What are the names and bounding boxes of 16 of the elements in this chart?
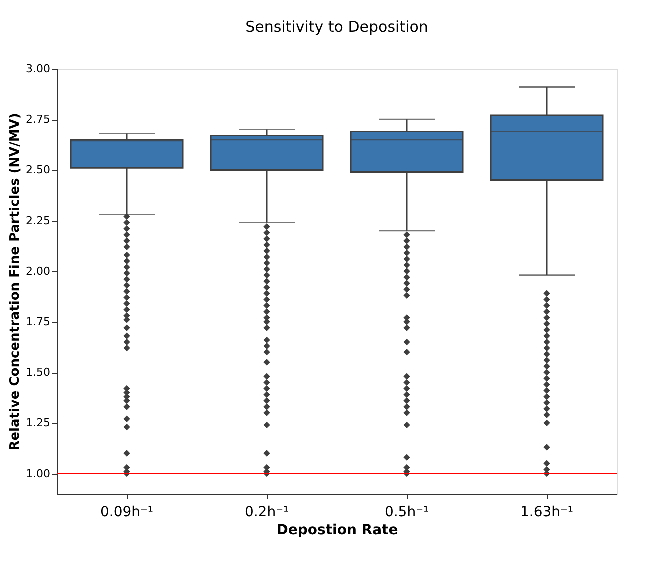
y-tick-label: 2.25 <box>26 214 50 228</box>
x-tick-label: 0.09h⁻¹ <box>100 504 154 520</box>
y-tick-label: 2.75 <box>26 113 50 126</box>
y-tick-label: 1.00 <box>26 467 50 480</box>
chart-title: Sensitivity to Deposition <box>246 18 428 36</box>
y-tick-label: 1.75 <box>26 315 50 328</box>
x-tick-label: 1.63h⁻¹ <box>520 504 574 520</box>
y-tick-label: 1.25 <box>26 416 50 430</box>
y-axis-title: Relative Concentration Fine Particles (NV/MV) <box>8 113 24 451</box>
y-tick-label: 3.00 <box>26 62 50 76</box>
x-axis-title: Depostion Rate <box>276 522 398 538</box>
x-tick-label: 0.2h⁻¹ <box>244 504 290 520</box>
y-tick-label: 2.00 <box>26 264 50 278</box>
y-tick-label: 2.50 <box>26 164 50 177</box>
x-tick-label: 0.5h⁻¹ <box>384 504 430 520</box>
y-tick-label: 1.50 <box>26 366 50 380</box>
